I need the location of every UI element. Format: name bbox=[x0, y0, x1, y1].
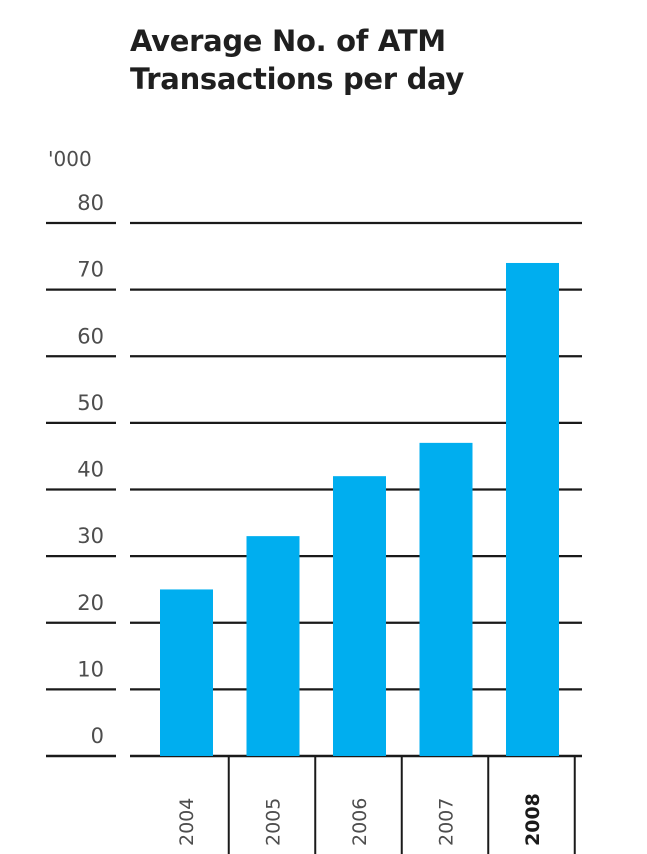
bars bbox=[160, 262, 559, 756]
x-tick-label-2005: 2005 bbox=[263, 798, 285, 846]
y-tick-labels: 0 10 20 30 40 50 60 70 80 bbox=[77, 191, 104, 748]
y-tick-label-50: 50 bbox=[77, 391, 104, 415]
y-tick-label-70: 70 bbox=[77, 258, 104, 282]
bar-2006 bbox=[333, 476, 386, 756]
bar-2004 bbox=[160, 589, 213, 756]
y-tick-label-60: 60 bbox=[77, 324, 104, 348]
x-axis: 2004 2005 2006 2007 2008 bbox=[176, 756, 576, 854]
y-tick-label-10: 10 bbox=[77, 657, 104, 681]
x-tick-label-2006: 2006 bbox=[349, 798, 371, 846]
y-tick-label-0: 0 bbox=[91, 724, 104, 748]
bar-2008 bbox=[506, 262, 559, 756]
x-tick-label-2004: 2004 bbox=[176, 798, 198, 846]
chart-title-line-2: Transactions per day bbox=[130, 62, 465, 96]
x-tick-label-2008: 2008 bbox=[522, 793, 544, 846]
y-axis-unit-label: '000 bbox=[48, 147, 92, 171]
y-tick-label-80: 80 bbox=[77, 191, 104, 215]
chart-title-line-1: Average No. of ATM bbox=[130, 24, 446, 58]
bar-2005 bbox=[246, 536, 300, 756]
bar-2007 bbox=[419, 442, 473, 756]
y-tick-label-30: 30 bbox=[77, 524, 104, 548]
gridlines bbox=[46, 221, 582, 758]
chart-title: Average No. of ATM Transactions per day bbox=[130, 22, 464, 98]
y-tick-label-20: 20 bbox=[77, 591, 104, 615]
y-tick-label-40: 40 bbox=[77, 458, 104, 482]
x-tick-label-2007: 2007 bbox=[436, 798, 458, 846]
